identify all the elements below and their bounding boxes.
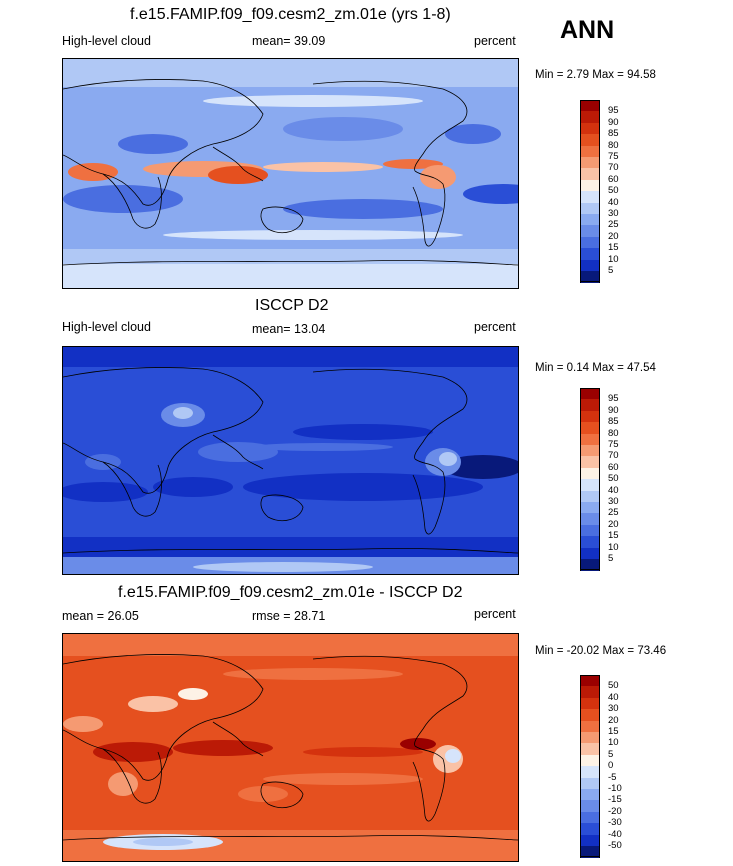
- colorbar-tick-label: 80: [608, 427, 619, 439]
- colorbar-tick-label: 50: [608, 680, 619, 692]
- colorbar-tick-label: 10: [608, 253, 619, 265]
- colorbar-tick-label: -20: [608, 805, 622, 817]
- colorbar-tick-label: 70: [608, 162, 619, 174]
- colorbar-tick-label: 15: [608, 530, 619, 542]
- colorbar-tick-label: 75: [608, 439, 619, 450]
- panel-3-min-value: -20.02: [566, 645, 600, 657]
- panel-3-minmax: Min = -20.02 Max = 73.46: [535, 645, 666, 657]
- panel-2-map: [62, 346, 519, 575]
- colorbar-tick-label: 10: [608, 541, 619, 553]
- colorbar-tick-label: 25: [608, 507, 619, 519]
- colorbar-tick-label: 25: [608, 219, 619, 231]
- panel-2-min-value: 0.14: [566, 362, 590, 374]
- panel-3-max-value: 73.46: [637, 645, 667, 657]
- colorbar-tick-label: 5: [608, 748, 614, 760]
- season-label: ANN: [560, 16, 615, 44]
- colorbar-tick-label: 90: [608, 116, 619, 128]
- panel-3-units-label: percent: [474, 607, 516, 621]
- colorbar-frame: [580, 675, 600, 858]
- panel-3-map: [62, 633, 519, 862]
- panel-3-title: f.e15.FAMIP.f09_f09.cesm2_zm.01e - ISCCP…: [118, 584, 463, 601]
- colorbar-tick-label: 50: [608, 473, 619, 485]
- panel-1-mean-label: mean= 39.09: [252, 34, 326, 48]
- colorbar-tick-label: 75: [608, 151, 619, 162]
- panel-3-rmse-label: rmse = 28.71: [252, 609, 326, 623]
- panel-3-mean-label: mean = 26.05: [62, 609, 139, 623]
- panel-2-mean-label: mean= 13.04: [252, 322, 326, 336]
- colorbar-tick-label: 40: [608, 484, 619, 496]
- colorbar-tick-label: -5: [608, 771, 617, 783]
- colorbar-tick-label: 5: [608, 553, 614, 564]
- panel-2-max-value: 47.54: [627, 362, 656, 374]
- panel-2-left-label: High-level cloud: [62, 320, 151, 334]
- colorbar-tick-label: 60: [608, 173, 619, 185]
- panel-1-units-label: percent: [474, 34, 516, 48]
- colorbar-tick-label: 15: [608, 242, 619, 254]
- panel-3-min-label: Min =: [535, 645, 564, 657]
- colorbar-tick-label: -30: [608, 817, 622, 829]
- colorbar-tick-label: 20: [608, 518, 619, 530]
- panel-3-max-label: Max =: [602, 645, 635, 657]
- colorbar-tick-label: 15: [608, 726, 619, 737]
- colorbar-tick-label: 95: [608, 105, 619, 117]
- colorbar-tick-label: 40: [608, 196, 619, 208]
- colorbar-tick-label: 30: [608, 703, 619, 715]
- colorbar-tick-label: -50: [608, 840, 622, 851]
- colorbar-tick-label: 0: [608, 760, 614, 772]
- colorbar-tick-label: 10: [608, 737, 619, 749]
- panel-1-max-label: Max =: [592, 69, 624, 81]
- panel-2-title: ISCCP D2: [255, 297, 329, 314]
- colorbar-tick-label: 5: [608, 265, 614, 276]
- panel-1-title: f.e15.FAMIP.f09_f09.cesm2_zm.01e (yrs 1-…: [130, 6, 451, 23]
- colorbar-tick-label: 50: [608, 185, 619, 197]
- colorbar-tick-label: 20: [608, 714, 619, 726]
- panel-2-units-label: percent: [474, 320, 516, 334]
- colorbar-frame: [580, 100, 600, 283]
- colorbar-tick-label: 90: [608, 404, 619, 416]
- panel-1-left-label: High-level cloud: [62, 34, 151, 48]
- colorbar-tick-label: 85: [608, 128, 619, 140]
- panel-2-min-label: Min =: [535, 362, 564, 374]
- panel-2-max-label: Max =: [592, 362, 624, 374]
- panel-2-minmax: Min = 0.14 Max = 47.54: [535, 362, 656, 374]
- colorbar-tick-label: 70: [608, 450, 619, 462]
- colorbar-tick-label: 30: [608, 208, 619, 219]
- colorbar-tick-label: -15: [608, 794, 622, 806]
- colorbar-tick-label: 95: [608, 393, 619, 405]
- colorbar-tick-label: 60: [608, 461, 619, 473]
- colorbar-tick-label: 85: [608, 416, 619, 428]
- colorbar-tick-label: 80: [608, 139, 619, 151]
- colorbar-tick-label: -40: [608, 828, 622, 840]
- panel-1-min-value: 2.79: [566, 69, 590, 81]
- panel-1-map: [62, 58, 519, 289]
- colorbar-tick-label: 20: [608, 230, 619, 242]
- panel-1-minmax: Min = 2.79 Max = 94.58: [535, 69, 656, 81]
- colorbar-tick-label: 30: [608, 496, 619, 507]
- colorbar-tick-label: -10: [608, 783, 622, 794]
- colorbar-frame: [580, 388, 600, 571]
- panel-1-max-value: 94.58: [627, 69, 656, 81]
- colorbar-tick-label: 40: [608, 691, 619, 703]
- panel-1-min-label: Min =: [535, 69, 564, 81]
